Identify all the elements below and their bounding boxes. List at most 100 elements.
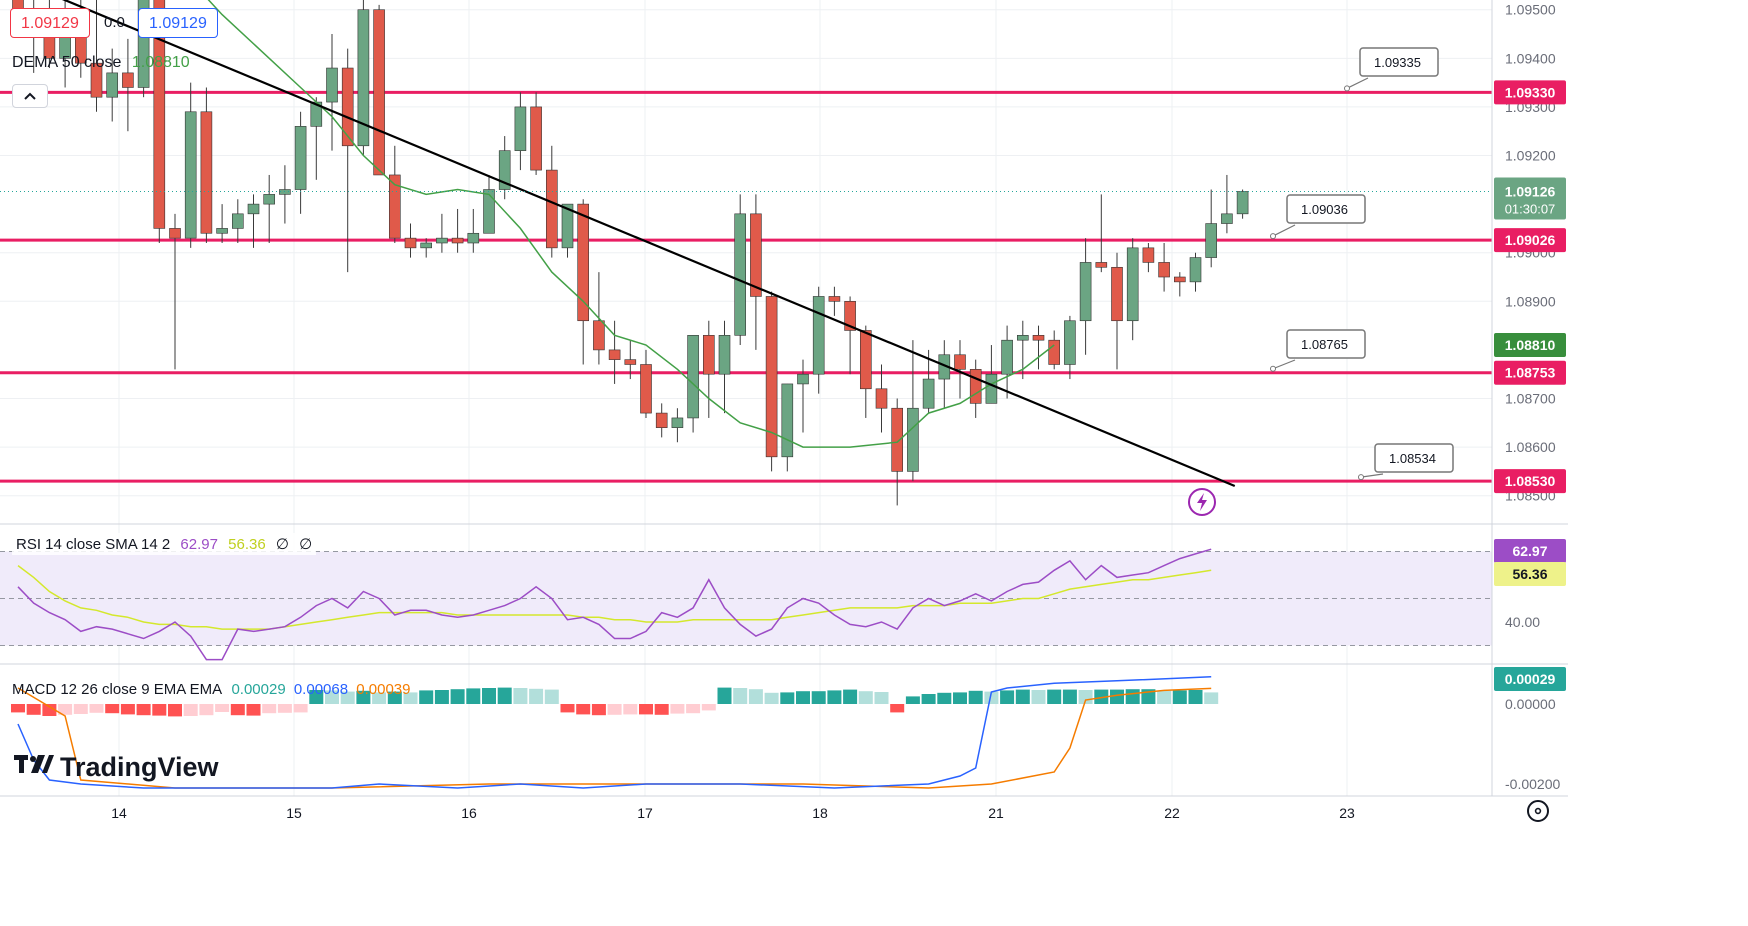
candle-body bbox=[828, 296, 841, 302]
macd-histogram-bar bbox=[277, 704, 292, 713]
macd-histogram-bar bbox=[136, 704, 151, 716]
level-price-badge: 1.09026 bbox=[1505, 232, 1556, 248]
x-tick-label: 17 bbox=[637, 805, 653, 821]
macd-histogram-bar bbox=[623, 704, 638, 715]
macd-histogram-bar bbox=[717, 687, 732, 704]
macd-histogram-bar bbox=[654, 704, 669, 715]
level-price-badge-bg bbox=[1494, 469, 1566, 494]
macd-histogram-bar bbox=[874, 692, 889, 704]
macd-histogram-bar bbox=[968, 690, 983, 704]
overlays: 1.09335 1.09036 1.08765 1.08534 bbox=[0, 0, 1492, 516]
macd-histogram-bar bbox=[183, 704, 198, 716]
macd-histogram-bar bbox=[513, 688, 528, 704]
macd-histogram-bar bbox=[11, 704, 25, 713]
macd-histogram-bar bbox=[387, 691, 402, 704]
candle-body bbox=[859, 330, 872, 390]
callout-box bbox=[1359, 47, 1439, 77]
buy-price-box[interactable]: 1.09129 bbox=[138, 8, 218, 38]
macd-histogram-bar bbox=[497, 687, 512, 704]
macd-histogram-bar bbox=[544, 689, 559, 704]
macd-histogram-bar bbox=[764, 692, 779, 704]
rsi-band-background bbox=[0, 551, 1492, 646]
macd-histogram-bar bbox=[215, 704, 230, 712]
macd-legend-signal-value: 0.00039 bbox=[356, 681, 411, 698]
macd-histogram-bar bbox=[73, 704, 88, 714]
tradingview-logo[interactable]: TradingView bbox=[14, 752, 219, 783]
rsi-sma-badge: 56.36 bbox=[1512, 566, 1547, 582]
rsi-legend[interactable]: RSI 14 close SMA 14 2 62.97 56.36 ∅ ∅ bbox=[12, 533, 317, 555]
macd-histogram-bar bbox=[827, 690, 842, 704]
chart-settings-icon[interactable] bbox=[1527, 800, 1549, 822]
tradingview-wordmark: TradingView bbox=[60, 752, 219, 782]
trading-chart[interactable]: 1.09335 1.09036 1.08765 1.08534 14 15 16 17 18 2… bbox=[0, 0, 1568, 831]
macd-histogram-bar bbox=[529, 688, 544, 704]
candle-body bbox=[1142, 247, 1155, 263]
macd-histogram-bar bbox=[1062, 689, 1077, 704]
macd-histogram-bar bbox=[1172, 690, 1187, 704]
macd-histogram-bar bbox=[356, 690, 371, 704]
candle-body bbox=[640, 364, 652, 414]
candle-body bbox=[1016, 335, 1029, 341]
macd-histogram-bar bbox=[639, 704, 653, 715]
macd-histogram-bar bbox=[42, 704, 57, 716]
macd-histogram-bar bbox=[1204, 692, 1219, 704]
candle-body bbox=[969, 369, 982, 404]
candle-body bbox=[954, 354, 966, 370]
trendline bbox=[61, 0, 1236, 487]
callout-label: 1.08765 bbox=[1301, 337, 1348, 352]
candle-body bbox=[106, 72, 118, 98]
macd-histogram-bar bbox=[466, 688, 481, 704]
y-tick-label: 1.09400 bbox=[1505, 50, 1556, 66]
macd-legend-macd-value: 0.00068 bbox=[293, 681, 349, 698]
rsi-legend-extra2: ∅ bbox=[299, 536, 313, 553]
macd-histogram-bar bbox=[168, 704, 182, 717]
candle-body bbox=[891, 407, 904, 472]
macd-histogram-bar bbox=[1031, 690, 1046, 704]
macd-histogram-bar bbox=[340, 691, 355, 704]
macd-histogram-bar bbox=[670, 704, 685, 714]
macd-histogram-bar bbox=[309, 690, 324, 704]
macd-histogram-bar bbox=[120, 704, 135, 715]
candle-body bbox=[247, 203, 260, 215]
candle-body bbox=[985, 373, 998, 404]
macd-histogram-bar bbox=[246, 704, 261, 716]
rsi-y-tick-label: 40.00 bbox=[1505, 614, 1540, 630]
candle-body bbox=[1111, 266, 1123, 322]
macd-legend-label: MACD 12 26 close 9 EMA EMA bbox=[12, 681, 222, 698]
callout-anchor bbox=[1270, 365, 1276, 372]
rsi-legend-label: RSI 14 close SMA 14 2 bbox=[16, 536, 171, 553]
callout-box bbox=[1286, 194, 1366, 224]
macd-histogram-bar bbox=[748, 689, 763, 704]
callout-pointer bbox=[1272, 359, 1296, 370]
level-price-badge: 1.09330 bbox=[1505, 84, 1556, 100]
candle-body bbox=[671, 417, 684, 428]
macd-histogram-bar bbox=[953, 692, 967, 704]
dema-legend-value: 1.08810 bbox=[131, 54, 190, 71]
tradingview-mark-icon bbox=[14, 752, 54, 783]
collapse-legend-button[interactable] bbox=[12, 84, 48, 108]
callout-anchor bbox=[1344, 85, 1350, 92]
macd-histogram-bar bbox=[262, 704, 277, 714]
candle-body bbox=[467, 232, 480, 244]
callout-box bbox=[1286, 329, 1366, 359]
candle-body bbox=[326, 67, 338, 103]
candle-body bbox=[294, 126, 307, 190]
macd-histogram-bar bbox=[733, 688, 748, 704]
candle-body bbox=[216, 228, 228, 234]
macd-value-badge: 0.00029 bbox=[1505, 671, 1556, 687]
candle-body bbox=[765, 296, 778, 458]
candle-body bbox=[545, 169, 558, 249]
macd-histogram-bar bbox=[293, 704, 308, 713]
macd-histogram-bar bbox=[686, 704, 701, 714]
candle-body bbox=[1032, 335, 1045, 341]
dema-line bbox=[207, 0, 1055, 448]
candle-body bbox=[483, 189, 495, 234]
macd-legend[interactable]: MACD 12 26 close 9 EMA EMA 0.00029 0.000… bbox=[12, 681, 410, 698]
macd-histogram-bar bbox=[1110, 689, 1124, 704]
dema-legend[interactable]: DEMA 50 close 1.08810 bbox=[12, 54, 190, 72]
sell-price-box[interactable]: 1.09129 bbox=[10, 8, 90, 38]
macd-histogram-bar bbox=[1000, 690, 1015, 704]
candle-body bbox=[498, 150, 511, 190]
callout-anchor bbox=[1358, 474, 1364, 481]
callout-label: 1.09036 bbox=[1301, 202, 1348, 217]
